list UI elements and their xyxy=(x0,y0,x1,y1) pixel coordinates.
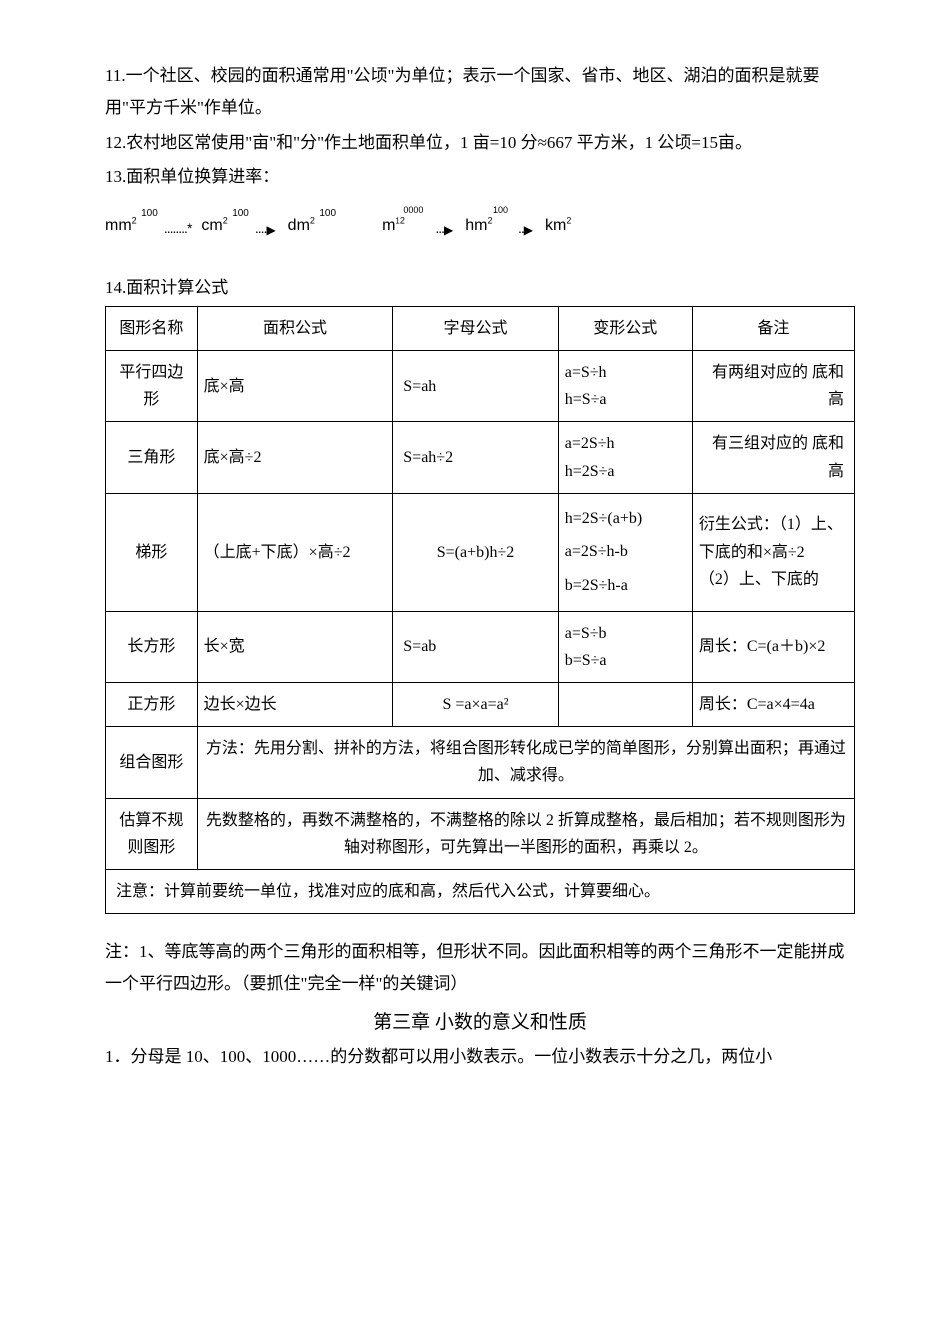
paragraph-13: 13.面积单位换算进率： xyxy=(105,161,855,193)
square-note: 周长：C=a×4=4a xyxy=(692,682,854,726)
unit-km-sq: 2 xyxy=(566,216,571,226)
th-variant: 变形公式 xyxy=(558,306,692,350)
unit-hm: hm2 100 xyxy=(465,211,512,241)
th-note: 备注 xyxy=(692,306,854,350)
rect-variant: a=S÷b b=S÷a xyxy=(558,611,692,682)
row-parallelogram: 平行四边形 底×高 S=ah a=S÷h h=S÷a 有两组对应的 底和高 xyxy=(106,351,855,422)
unit-dm: dm2 100 xyxy=(288,211,336,241)
footer-p1: 1．分母是 10、100、1000……的分数都可以用小数表示。一位小数表示十分之… xyxy=(105,1041,855,1073)
combo-content: 方法：先用分割、拼补的方法，将组合图形转化成已学的简单图形，分别算出面积；再通过… xyxy=(197,727,854,798)
th-formula: 面积公式 xyxy=(197,306,393,350)
dots-3: ... xyxy=(435,215,444,242)
caution-content: 注意：计算前要统一单位，找准对应的底和高，然后代入公式，计算要细心。 xyxy=(106,869,855,913)
square-variant xyxy=(558,682,692,726)
unit-mm-sq: 2 xyxy=(132,216,137,226)
unit-mm: mm2 100 xyxy=(105,211,158,241)
unit-cm-label: cm xyxy=(201,217,222,234)
tri-name: 三角形 xyxy=(106,422,198,493)
square-formula: 边长×边长 xyxy=(197,682,393,726)
rect-letter: S=ab xyxy=(393,611,558,682)
row-triangle: 三角形 底×高÷2 S=ah÷2 a=2S÷h h=2S÷a 有三组对应的 底和… xyxy=(106,422,855,493)
tri-variant: a=2S÷h h=2S÷a xyxy=(558,422,692,493)
trap-formula: （上底+下底）×高÷2 xyxy=(197,493,393,611)
unit-mm-label: mm xyxy=(105,217,132,234)
square-name: 正方形 xyxy=(106,682,198,726)
square-letter: S =a×a=a² xyxy=(393,682,558,726)
th-letter: 字母公式 xyxy=(393,306,558,350)
tri-formula: 底×高÷2 xyxy=(197,422,393,493)
area-formula-table: 图形名称 面积公式 字母公式 变形公式 备注 平行四边形 底×高 S=ah a=… xyxy=(105,306,855,914)
unit-m: m12 0000 xyxy=(382,211,429,241)
row-combo: 组合图形 方法：先用分割、拼补的方法，将组合图形转化成已学的简单图形，分别算出面… xyxy=(106,727,855,798)
trap-variant: h=2S÷(a+b) a=2S÷h-b b=2S÷h-a xyxy=(558,493,692,611)
rate-mm: 100 xyxy=(141,208,158,219)
row-trapezoid: 梯形 （上底+下底）×高÷2 S=(a+b)h÷2 h=2S÷(a+b) a=2… xyxy=(106,493,855,611)
unit-m-sq: 2 xyxy=(400,216,405,226)
arrow-3: ▶ xyxy=(444,219,453,242)
tri-letter: S=ah÷2 xyxy=(393,422,558,493)
unit-cm: cm2 100 xyxy=(201,211,248,241)
unit-hm-label: hm xyxy=(465,217,487,234)
unit-hm-sq: 2 xyxy=(487,216,492,226)
unit-dm-label: dm xyxy=(288,217,310,234)
paragraph-12: 12.农村地区常使用"亩"和"分"作土地面积单位，1 亩=10 分≈667 平方… xyxy=(105,127,855,159)
dots-2: .... xyxy=(255,215,267,242)
row-caution: 注意：计算前要统一单位，找准对应的底和高，然后代入公式，计算要细心。 xyxy=(106,869,855,913)
rect-name: 长方形 xyxy=(106,611,198,682)
para-variant: a=S÷h h=S÷a xyxy=(558,351,692,422)
th-name: 图形名称 xyxy=(106,306,198,350)
rate-m: 0000 xyxy=(403,205,423,215)
trap-letter: S=(a+b)h÷2 xyxy=(393,493,558,611)
combo-name: 组合图形 xyxy=(106,727,198,798)
est-content: 先数整格的，再数不满整格的，不满整格的除以 2 折算成整格，最后相加；若不规则图… xyxy=(197,798,854,869)
star-1: * xyxy=(187,215,191,242)
unit-km-label: km xyxy=(545,217,566,234)
table-header-row: 图形名称 面积公式 字母公式 变形公式 备注 xyxy=(106,306,855,350)
trap-name: 梯形 xyxy=(106,493,198,611)
para-note: 有两组对应的 底和高 xyxy=(692,351,854,422)
unit-conversion-row: mm2 100 ........ * cm2 100 .... ▶ dm2 10… xyxy=(105,211,855,241)
unit-dm-sq: 2 xyxy=(310,216,315,226)
row-square: 正方形 边长×边长 S =a×a=a² 周长：C=a×4=4a xyxy=(106,682,855,726)
para-name: 平行四边形 xyxy=(106,351,198,422)
unit-km: km2 xyxy=(545,211,571,241)
unit-m-label: m xyxy=(382,217,395,234)
para-letter: S=ah xyxy=(393,351,558,422)
rect-note: 周长：C=(a＋b)×2 xyxy=(692,611,854,682)
dots-1: ........ xyxy=(164,215,187,242)
rate-hm: 100 xyxy=(493,205,508,215)
est-name: 估算不规则图形 xyxy=(106,798,198,869)
trap-note: 衍生公式：（1）上、下底的和×高÷2 （2）上、下底的 xyxy=(692,493,854,611)
tri-note: 有三组对应的 底和高 xyxy=(692,422,854,493)
rate-dm: 100 xyxy=(319,208,336,219)
section-14-title: 14.面积计算公式 xyxy=(105,272,855,304)
arrow-4: ▶ xyxy=(524,219,533,242)
rate-cm: 100 xyxy=(232,208,249,219)
row-rectangle: 长方形 长×宽 S=ab a=S÷b b=S÷a 周长：C=(a＋b)×2 xyxy=(106,611,855,682)
rect-formula: 长×宽 xyxy=(197,611,393,682)
row-estimate: 估算不规则图形 先数整格的，再数不满整格的，不满整格的除以 2 折算成整格，最后… xyxy=(106,798,855,869)
chapter-title: 第三章 小数的意义和性质 xyxy=(105,1005,855,1041)
arrow-2: ▶ xyxy=(266,219,275,242)
paragraph-11: 11.一个社区、校园的面积通常用"公顷"为单位；表示一个国家、省市、地区、湖泊的… xyxy=(105,60,855,125)
para-formula: 底×高 xyxy=(197,351,393,422)
unit-cm-sq: 2 xyxy=(223,216,228,226)
footer-note: 注：1、等底等高的两个三角形的面积相等，但形状不同。因此面积相等的两个三角形不一… xyxy=(105,936,855,1001)
